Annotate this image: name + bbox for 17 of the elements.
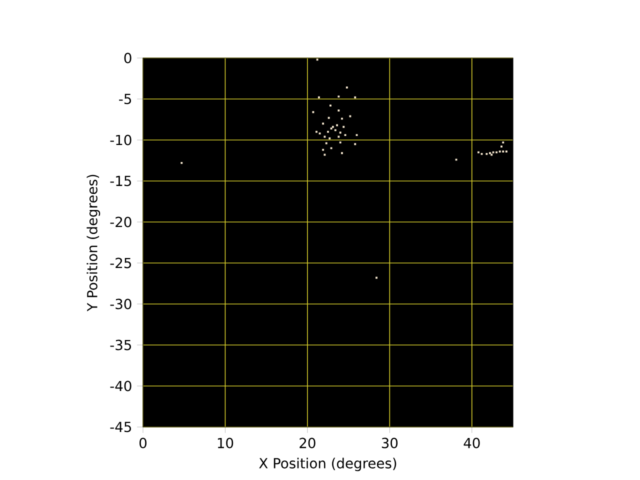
y-tick-label: -20 [110, 216, 132, 228]
x-tick-label: 30 [382, 438, 398, 448]
y-tick-label: -40 [110, 380, 132, 392]
y-axis-title: Y Position (degrees) [86, 174, 100, 312]
x-axis-title: X Position (degrees) [259, 458, 396, 472]
x-tick-label: 0 [140, 438, 146, 448]
y-tick-label: -25 [110, 258, 131, 268]
y-tick-label: -10 [110, 134, 132, 146]
y-tick-label: -45 [110, 422, 131, 432]
y-tick-label: -30 [110, 298, 132, 310]
y-tick-label: -5 [119, 94, 131, 104]
x-tick-label: 10 [218, 438, 234, 448]
y-tick-label: 0 [124, 52, 132, 64]
x-tick-label: 20 [300, 438, 316, 448]
y-tick-label: -15 [110, 176, 131, 186]
x-tick-label: 40 [464, 438, 480, 448]
y-tick-label: -35 [110, 340, 131, 350]
